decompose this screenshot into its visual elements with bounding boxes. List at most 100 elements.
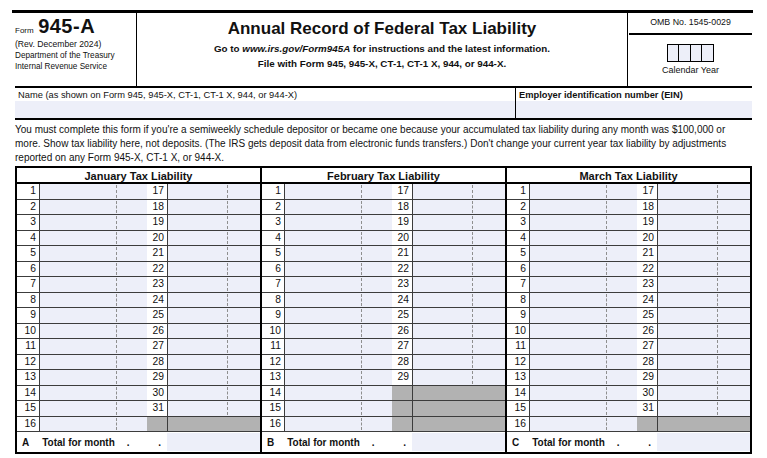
liability-entry-day-3[interactable] bbox=[285, 215, 392, 230]
total-for-month-input[interactable] bbox=[412, 433, 505, 451]
liability-entry-day-24[interactable] bbox=[658, 293, 750, 308]
liability-entry-day-27[interactable] bbox=[168, 339, 260, 354]
liability-entry-day-26[interactable] bbox=[168, 324, 260, 339]
liability-entry-day-9[interactable] bbox=[530, 308, 637, 323]
liability-entry-day-28[interactable] bbox=[413, 355, 505, 370]
liability-entry-day-6[interactable] bbox=[285, 262, 392, 277]
liability-entry-day-30[interactable] bbox=[168, 386, 260, 401]
liability-entry-day-30[interactable] bbox=[658, 386, 750, 401]
liability-entry-day-26[interactable] bbox=[658, 324, 750, 339]
liability-entry-day-19[interactable] bbox=[658, 215, 750, 230]
liability-entry-day-23[interactable] bbox=[658, 277, 750, 292]
day-number: 15 bbox=[17, 401, 40, 416]
liability-entry-day-13[interactable] bbox=[530, 370, 637, 385]
liability-entry-day-1[interactable] bbox=[40, 184, 147, 199]
liability-entry-day-21[interactable] bbox=[168, 246, 260, 261]
liability-entry-day-23[interactable] bbox=[413, 277, 505, 292]
liability-entry-day-24[interactable] bbox=[168, 293, 260, 308]
liability-entry-day-1[interactable] bbox=[285, 184, 392, 199]
name-input[interactable] bbox=[15, 101, 515, 118]
liability-entry-day-22[interactable] bbox=[413, 262, 505, 277]
liability-entry-day-14[interactable] bbox=[40, 386, 147, 401]
liability-entry-day-5[interactable] bbox=[530, 246, 637, 261]
liability-entry-day-6[interactable] bbox=[40, 262, 147, 277]
liability-entry-day-7[interactable] bbox=[40, 277, 147, 292]
liability-entry-day-6[interactable] bbox=[530, 262, 637, 277]
table-row: 723 bbox=[17, 277, 260, 293]
liability-entry-day-21[interactable] bbox=[413, 246, 505, 261]
liability-entry-day-25[interactable] bbox=[413, 308, 505, 323]
liability-entry-day-27[interactable] bbox=[658, 339, 750, 354]
liability-entry-day-2[interactable] bbox=[285, 200, 392, 215]
liability-entry-day-10[interactable] bbox=[40, 324, 147, 339]
liability-entry-day-8[interactable] bbox=[530, 293, 637, 308]
liability-entry-day-27[interactable] bbox=[413, 339, 505, 354]
liability-entry-day-4[interactable] bbox=[285, 231, 392, 246]
liability-entry-day-31[interactable] bbox=[168, 401, 260, 416]
liability-entry-day-31[interactable] bbox=[658, 401, 750, 416]
liability-entry-day-5[interactable] bbox=[285, 246, 392, 261]
liability-entry-day-15[interactable] bbox=[40, 401, 147, 416]
liability-entry-day-4[interactable] bbox=[530, 231, 637, 246]
liability-entry-day-28[interactable] bbox=[168, 355, 260, 370]
liability-entry-day-25[interactable] bbox=[658, 308, 750, 323]
liability-entry-day-3[interactable] bbox=[40, 215, 147, 230]
liability-entry-day-19[interactable] bbox=[413, 215, 505, 230]
liability-entry-day-24[interactable] bbox=[413, 293, 505, 308]
liability-entry-day-4[interactable] bbox=[40, 231, 147, 246]
liability-entry-day-20[interactable] bbox=[413, 231, 505, 246]
liability-entry-day-16[interactable] bbox=[285, 417, 392, 432]
liability-entry-day-18[interactable] bbox=[413, 200, 505, 215]
total-for-month-input[interactable] bbox=[167, 433, 260, 451]
day-number: 22 bbox=[392, 262, 413, 277]
liability-entry-day-8[interactable] bbox=[285, 293, 392, 308]
liability-entry-day-10[interactable] bbox=[285, 324, 392, 339]
liability-entry-day-15[interactable] bbox=[530, 401, 637, 416]
liability-entry-day-17[interactable] bbox=[168, 184, 260, 199]
liability-entry-day-18[interactable] bbox=[168, 200, 260, 215]
liability-entry-day-15[interactable] bbox=[285, 401, 392, 416]
liability-entry-day-12[interactable] bbox=[40, 355, 147, 370]
liability-entry-day-12[interactable] bbox=[285, 355, 392, 370]
liability-entry-day-8[interactable] bbox=[40, 293, 147, 308]
liability-entry-day-29[interactable] bbox=[658, 370, 750, 385]
liability-entry-day-17[interactable] bbox=[413, 184, 505, 199]
liability-entry-day-11[interactable] bbox=[285, 339, 392, 354]
liability-entry-day-1[interactable] bbox=[530, 184, 637, 199]
liability-entry-day-17[interactable] bbox=[658, 184, 750, 199]
liability-entry-day-13[interactable] bbox=[285, 370, 392, 385]
liability-entry-day-21[interactable] bbox=[658, 246, 750, 261]
liability-entry-day-20[interactable] bbox=[168, 231, 260, 246]
liability-entry-day-7[interactable] bbox=[530, 277, 637, 292]
liability-entry-day-14[interactable] bbox=[285, 386, 392, 401]
liability-entry-day-9[interactable] bbox=[40, 308, 147, 323]
liability-entry-day-14[interactable] bbox=[530, 386, 637, 401]
liability-entry-day-5[interactable] bbox=[40, 246, 147, 261]
liability-entry-day-16[interactable] bbox=[40, 417, 147, 432]
ein-input[interactable] bbox=[516, 101, 752, 118]
liability-entry-day-7[interactable] bbox=[285, 277, 392, 292]
calendar-year-digit-box[interactable] bbox=[701, 44, 714, 62]
liability-entry-day-29[interactable] bbox=[413, 370, 505, 385]
liability-entry-day-23[interactable] bbox=[168, 277, 260, 292]
liability-entry-day-12[interactable] bbox=[530, 355, 637, 370]
liability-entry-day-28[interactable] bbox=[658, 355, 750, 370]
liability-entry-day-10[interactable] bbox=[530, 324, 637, 339]
liability-entry-day-18[interactable] bbox=[658, 200, 750, 215]
liability-entry-day-19[interactable] bbox=[168, 215, 260, 230]
liability-entry-day-13[interactable] bbox=[40, 370, 147, 385]
liability-entry-day-29[interactable] bbox=[168, 370, 260, 385]
total-for-month-input[interactable] bbox=[657, 433, 750, 451]
liability-entry-day-3[interactable] bbox=[530, 215, 637, 230]
liability-entry-day-22[interactable] bbox=[168, 262, 260, 277]
liability-entry-day-22[interactable] bbox=[658, 262, 750, 277]
liability-entry-day-11[interactable] bbox=[40, 339, 147, 354]
liability-entry-day-2[interactable] bbox=[530, 200, 637, 215]
liability-entry-day-9[interactable] bbox=[285, 308, 392, 323]
liability-entry-day-11[interactable] bbox=[530, 339, 637, 354]
liability-entry-day-2[interactable] bbox=[40, 200, 147, 215]
liability-entry-day-25[interactable] bbox=[168, 308, 260, 323]
liability-entry-day-26[interactable] bbox=[413, 324, 505, 339]
liability-entry-day-20[interactable] bbox=[658, 231, 750, 246]
liability-entry-day-16[interactable] bbox=[530, 417, 637, 432]
